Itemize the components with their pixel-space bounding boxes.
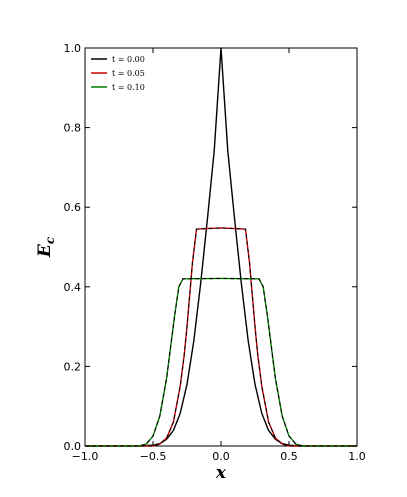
legend: t = 0.00 t = 0.05 t = 0.10 — [91, 55, 145, 92]
x-tick-label: 0.0 — [212, 450, 230, 463]
y-ticks: 0.0 0.2 0.4 0.6 0.8 1.0 — [64, 42, 357, 453]
legend-label-0: t = 0.00 — [112, 55, 145, 64]
series-line-1 — [85, 227, 357, 447]
x-tick-label: 0.5 — [280, 450, 298, 463]
legend-label-2: t = 0.10 — [112, 83, 145, 92]
x-tick-label: −1.0 — [72, 450, 99, 463]
y-tick-label: 0.8 — [64, 122, 82, 135]
y-tick-label: 1.0 — [64, 42, 82, 55]
x-tick-label: 1.0 — [348, 450, 366, 463]
x-tick-label: −0.5 — [140, 450, 167, 463]
plot-area — [84, 47, 358, 447]
legend-label-1: t = 0.05 — [112, 69, 145, 78]
y-axis-label: Ec — [35, 236, 57, 258]
y-axis-label-main: E — [35, 243, 55, 258]
x-axis-label: x — [215, 463, 227, 483]
series-dashed-overlay-2 — [85, 277, 357, 447]
y-axis-label-subscript: c — [43, 236, 57, 244]
y-tick-label: 0.2 — [64, 360, 82, 373]
x-ticks: −1.0 −0.5 0.0 0.5 1.0 — [72, 48, 366, 463]
y-tick-label: 0.6 — [64, 201, 82, 214]
y-axis-label-group: Ec — [35, 236, 57, 258]
y-tick-label: 0.0 — [64, 440, 82, 453]
y-tick-label: 0.4 — [64, 281, 82, 294]
